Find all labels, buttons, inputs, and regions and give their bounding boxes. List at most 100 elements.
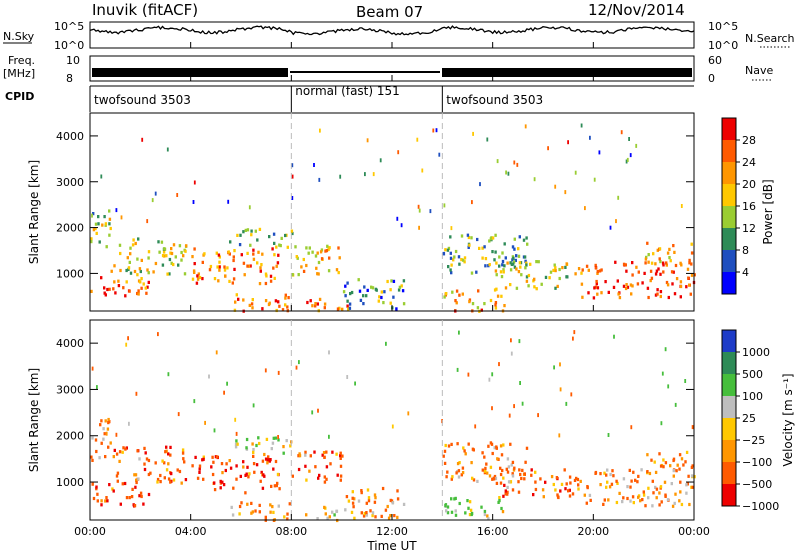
power-cell	[286, 305, 289, 309]
power-cell	[335, 268, 339, 272]
velocity-cell	[304, 453, 307, 457]
power-cell	[191, 255, 194, 259]
velocity-cell	[589, 498, 592, 502]
velocity-cell	[632, 470, 635, 474]
velocity-cell	[464, 452, 467, 456]
power-cell	[649, 279, 652, 283]
power-scatter-cell	[505, 170, 507, 175]
velocity-colorbar-tick-label: 25	[742, 412, 756, 425]
velocity-cell	[682, 463, 685, 467]
power-cell	[513, 237, 516, 241]
velocity-cell	[664, 461, 668, 465]
power-cell	[679, 280, 683, 284]
power-cell	[94, 222, 98, 226]
velocity-cell	[651, 479, 654, 483]
velocity-cell	[118, 450, 122, 454]
power-cell	[493, 258, 496, 262]
power-cell	[315, 266, 318, 270]
velocity-cell	[247, 475, 250, 479]
velocity-scatter-cell	[510, 351, 513, 356]
velocity-scatter-cell	[193, 399, 196, 404]
velocity-cell	[252, 454, 255, 458]
power-cell	[525, 279, 529, 283]
velocity-cell	[238, 504, 242, 509]
power-scatter-cell	[339, 174, 342, 179]
velocity-cell	[659, 464, 663, 468]
power-cell	[314, 304, 317, 308]
power-scatter-cell	[626, 157, 629, 162]
velocity-cell	[603, 498, 606, 502]
power-cell	[688, 261, 691, 265]
power-cell	[160, 240, 164, 244]
y-tick-label: 3000	[56, 383, 84, 396]
velocity-cell	[276, 481, 279, 485]
velocity-cell	[544, 480, 547, 484]
power-scatter-cell	[533, 177, 536, 182]
power-cell	[336, 307, 340, 311]
velocity-cell	[244, 491, 247, 495]
velocity-cell	[291, 474, 294, 478]
power-cell	[278, 243, 281, 247]
power-cell	[277, 300, 280, 304]
power-cell	[90, 289, 93, 293]
velocity-cell	[502, 476, 505, 480]
velocity-cell	[509, 480, 513, 484]
power-cell	[517, 254, 521, 258]
power-scatter-cell	[507, 171, 510, 176]
velocity-cell	[253, 470, 256, 474]
power-cell	[659, 260, 662, 264]
velocity-cell	[639, 499, 642, 503]
power-cell	[249, 264, 252, 268]
velocity-cell	[270, 447, 273, 451]
velocity-cell	[492, 477, 496, 481]
power-cell	[337, 271, 340, 275]
power-cell	[320, 248, 324, 252]
power-cell	[103, 291, 106, 295]
velocity-scatter-cell	[607, 433, 610, 437]
velocity-cell	[261, 459, 265, 463]
power-cell	[451, 290, 454, 294]
velocity-cell	[309, 454, 312, 458]
velocity-cell	[672, 469, 675, 473]
power-scatter-cell	[417, 204, 420, 209]
velocity-cell	[251, 442, 254, 446]
velocity-cell	[105, 496, 108, 500]
power-cell	[185, 244, 188, 248]
velocity-cell	[112, 455, 115, 459]
power-cell	[665, 263, 668, 267]
power-cell	[392, 295, 395, 299]
velocity-cell	[95, 485, 98, 489]
power-colorbar-tick-label: 16	[742, 200, 756, 213]
velocity-scatter-cell	[488, 377, 491, 382]
power-cell	[140, 277, 143, 281]
power-cell	[509, 283, 512, 287]
velocity-cell	[288, 502, 291, 506]
velocity-cell	[169, 445, 172, 449]
velocity-cell	[262, 473, 265, 477]
power-cell	[284, 233, 287, 238]
power-cell	[635, 265, 638, 269]
velocity-cell	[685, 491, 688, 495]
velocity-scatter-cell	[115, 432, 118, 437]
power-cell	[232, 277, 236, 281]
power-cell	[195, 281, 199, 285]
velocity-cell	[339, 451, 342, 455]
velocity-cell	[687, 474, 690, 478]
power-cell	[197, 272, 200, 276]
velocity-cell	[664, 494, 667, 498]
power-cell	[90, 237, 93, 241]
freq-unit-label: [MHz]	[3, 67, 35, 80]
power-cell	[218, 260, 221, 264]
power-cell	[522, 238, 526, 242]
power-cell	[203, 252, 206, 256]
power-cell	[447, 246, 451, 250]
power-cell	[659, 272, 662, 276]
velocity-cell	[265, 437, 269, 441]
velocity-cell	[351, 501, 355, 505]
velocity-colorbar-swatch	[722, 462, 736, 484]
velocity-cell	[147, 472, 151, 477]
power-cell	[527, 284, 530, 288]
x-tick-label: 20:00	[577, 525, 609, 538]
velocity-cell	[506, 485, 509, 489]
